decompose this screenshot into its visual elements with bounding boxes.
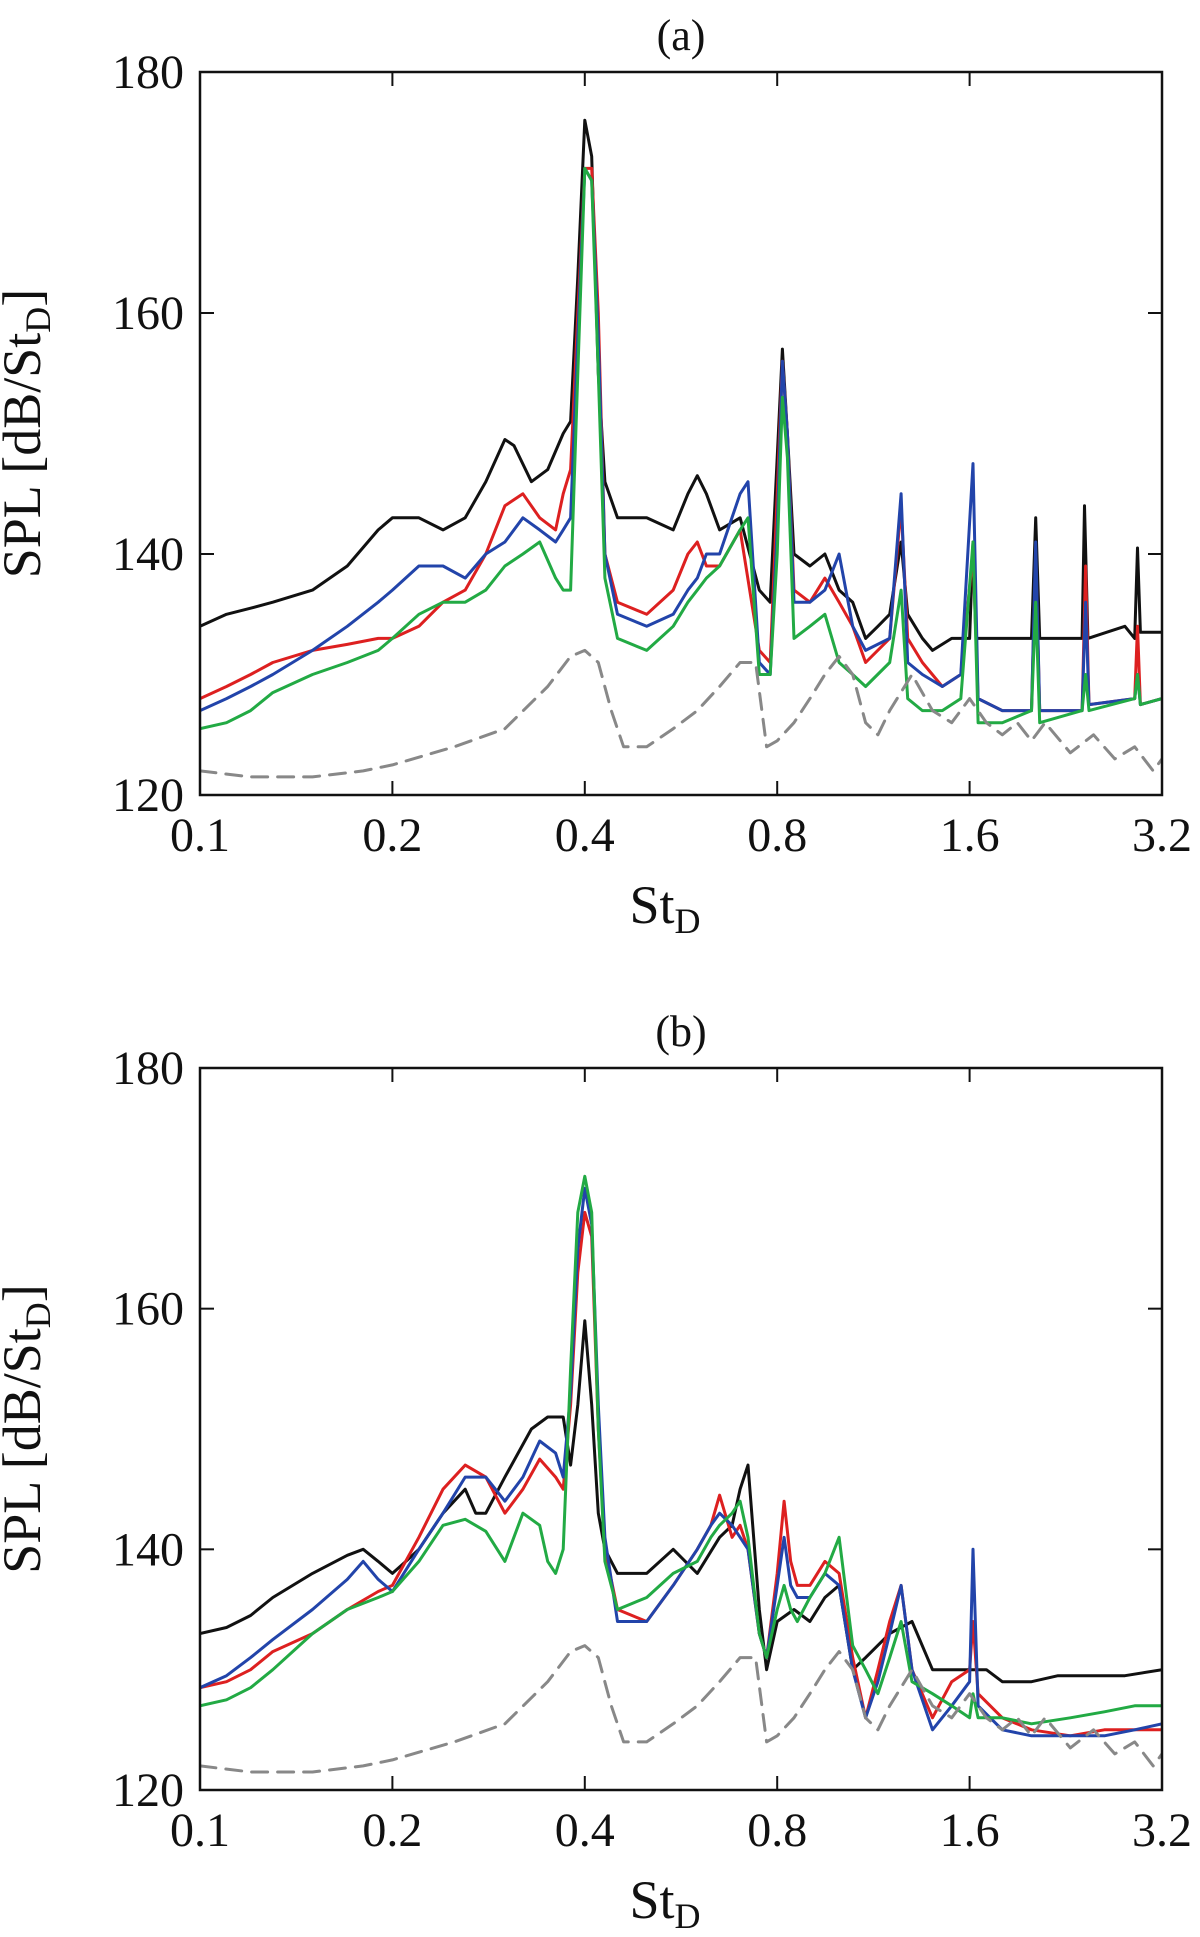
y-tick-label: 120 bbox=[112, 1764, 184, 1817]
y-tick-label: 120 bbox=[112, 769, 184, 822]
series-line-red bbox=[200, 1210, 1162, 1738]
series-line-green bbox=[200, 1174, 1162, 1726]
chart-panel-0: (a)0.1 0.2 0.4 0.8 1.6 3.2120140160180StDSPL … bbox=[0, 11, 1192, 941]
x-tick-label: 0.1 bbox=[170, 1804, 230, 1857]
x-tick-label: 3.2 bbox=[1132, 1804, 1192, 1857]
x-tick-label: 0.4 bbox=[555, 1804, 615, 1857]
x-tick-label: 1.6 bbox=[940, 809, 1000, 862]
x-tick-label: 3.2 bbox=[1132, 809, 1192, 862]
series-line-gray-dashed bbox=[200, 648, 1162, 779]
panel-title: (a) bbox=[657, 11, 706, 60]
x-tick-label: 1.6 bbox=[940, 1804, 1000, 1857]
y-tick-label: 160 bbox=[112, 287, 184, 340]
x-tick-label: 0.2 bbox=[362, 1804, 422, 1857]
x-tick-label: 0.4 bbox=[555, 809, 615, 862]
y-axis-label-main: SPL [dB/St bbox=[0, 333, 52, 579]
series-line-black bbox=[200, 1319, 1162, 1684]
y-axis-label: SPL [dB/StD] bbox=[0, 1284, 58, 1574]
x-axis-label-sub: D bbox=[675, 901, 701, 941]
series-line-blue bbox=[200, 1186, 1162, 1738]
y-tick-label: 180 bbox=[112, 1042, 184, 1095]
x-axis-label-sub: D bbox=[675, 1896, 701, 1936]
y-tick-label: 140 bbox=[112, 1523, 184, 1576]
plot-frame bbox=[198, 1066, 1164, 1792]
x-tick-label: 0.8 bbox=[747, 809, 807, 862]
y-tick-label: 180 bbox=[112, 46, 184, 99]
x-axis-label: StD bbox=[629, 875, 700, 941]
y-axis-label-close: ] bbox=[0, 289, 52, 307]
x-tick-label: 0.8 bbox=[747, 1804, 807, 1857]
y-axis-label-close: ] bbox=[0, 1284, 52, 1302]
series-line-green bbox=[200, 166, 1162, 731]
y-axis-label-main: SPL [dB/St bbox=[0, 1328, 52, 1574]
y-tick-label: 140 bbox=[112, 528, 184, 581]
x-axis-label-main: St bbox=[629, 875, 674, 935]
y-tick-label: 160 bbox=[112, 1283, 184, 1336]
x-tick-label: 0.1 bbox=[170, 809, 230, 862]
y-axis-label-sub: D bbox=[18, 1302, 58, 1328]
x-axis-label: StD bbox=[629, 1870, 700, 1936]
x-tick-label: 0.2 bbox=[362, 809, 422, 862]
panel-title: (b) bbox=[655, 1007, 706, 1056]
x-axis-label-main: St bbox=[629, 1870, 674, 1930]
chart-panel-1: (b)0.1 0.2 0.4 0.8 1.6 3.2120140160180StDSPL … bbox=[0, 1007, 1192, 1936]
y-axis-label: SPL [dB/StD] bbox=[0, 289, 58, 579]
series-line-gray-dashed bbox=[200, 1644, 1162, 1774]
series-line-blue bbox=[200, 166, 1162, 713]
plot-frame bbox=[198, 70, 1164, 797]
y-axis-label-sub: D bbox=[18, 307, 58, 333]
